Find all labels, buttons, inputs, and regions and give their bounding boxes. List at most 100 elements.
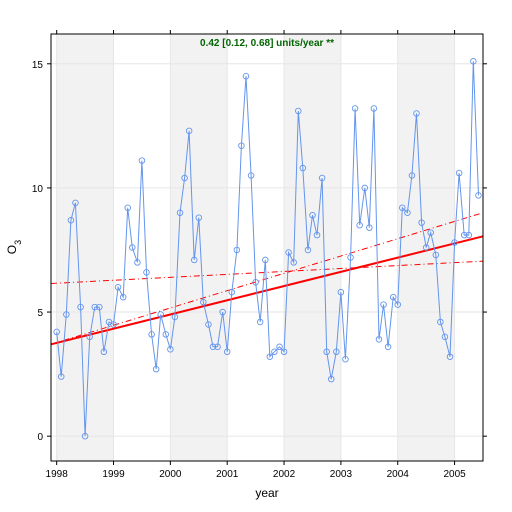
data-point [351,105,359,112]
data-point [238,142,245,149]
series-layer [53,58,482,440]
data-point [143,269,150,276]
data-point [323,348,330,356]
data-point [100,348,108,356]
data-point [110,321,117,328]
data-point [96,303,103,311]
y-tick-label: 10 [32,184,44,195]
data-point [375,336,383,343]
data-point [185,127,193,135]
data-point [455,169,463,177]
data-point [223,348,231,356]
data-point [214,343,221,351]
y-axis-title-subscript: 3 [13,240,23,245]
x-tick-label: 2003 [330,469,353,480]
data-point [418,219,425,226]
data-point [333,348,340,356]
data-point [380,301,387,308]
data-point [162,331,170,338]
data-point [389,293,397,301]
data-point [148,331,155,338]
data-point [290,259,297,266]
data-point [451,239,458,246]
trend-ci-lower [50,260,484,284]
data-point [138,157,146,164]
data-point [327,375,335,383]
data-point [337,288,345,296]
data-point [242,72,250,80]
data-point [53,328,60,336]
data-point [299,164,307,172]
data-point [167,346,174,353]
data-point [129,244,136,251]
data-point [460,231,468,239]
data-point [437,318,444,326]
x-tick-label: 2005 [443,469,466,480]
data-point [370,105,378,112]
year-band-1998 [56,34,114,461]
y-tick-label: 15 [32,60,44,71]
data-point [195,214,203,221]
data-point [233,246,241,254]
data-point [152,365,160,373]
trend-annotation: 0.42 [0.12, 0.68] units/year ** [200,38,334,49]
data-point [285,249,292,256]
data-point [247,172,255,179]
data-point [347,254,354,261]
data-point [171,313,179,321]
data-point [256,318,264,326]
data-point [470,58,477,65]
data-point [394,301,401,308]
data-point [441,333,449,341]
data-point [366,224,373,231]
y-axis-title: O3 [5,240,23,254]
data-point [114,283,122,291]
x-tick-label: 2000 [159,469,182,480]
year-bands [56,34,455,461]
data-point [318,174,326,182]
axis-ticks: 1998 1999 2000 2001 2002 2003 2004 2005 0 5 10 15 [32,30,487,480]
data-point [271,348,278,356]
data-point [465,231,473,239]
data-point [91,303,99,311]
x-tick-label: 2002 [273,469,296,480]
data-point [228,288,236,296]
data-point [313,231,321,239]
y-tick-label: 5 [37,308,43,319]
y-tick-label: 0 [37,432,43,443]
plot-frame [50,33,484,462]
grid-lines [51,34,483,461]
data-point [181,174,188,182]
data-point [408,172,416,179]
y-axis-title-main: O [5,245,19,254]
trend-ci-upper [50,212,484,345]
x-tick-label: 2004 [387,469,410,480]
data-point [413,110,420,117]
data-point [399,204,406,212]
data-point [190,256,198,264]
x-tick-label: 1999 [102,469,125,480]
data-point [342,355,349,363]
data-point [209,343,217,351]
x-tick-label: 1998 [46,469,69,480]
x-tick-label: 2001 [216,469,239,480]
year-band-2000 [170,34,228,461]
data-point [63,311,70,318]
data-point [309,211,316,219]
data-point [280,348,288,356]
data-point [72,199,79,207]
data-point [432,251,440,259]
data-point [176,209,184,216]
data-point [57,373,65,380]
data-point [404,209,411,216]
year-band-2002 [284,34,341,461]
data-point [219,308,226,316]
data-point [119,293,127,301]
data-point [356,221,363,229]
data-point [157,311,164,318]
data-point [262,256,269,264]
data-point [384,343,392,351]
data-point [77,303,84,311]
data-point [427,229,434,236]
